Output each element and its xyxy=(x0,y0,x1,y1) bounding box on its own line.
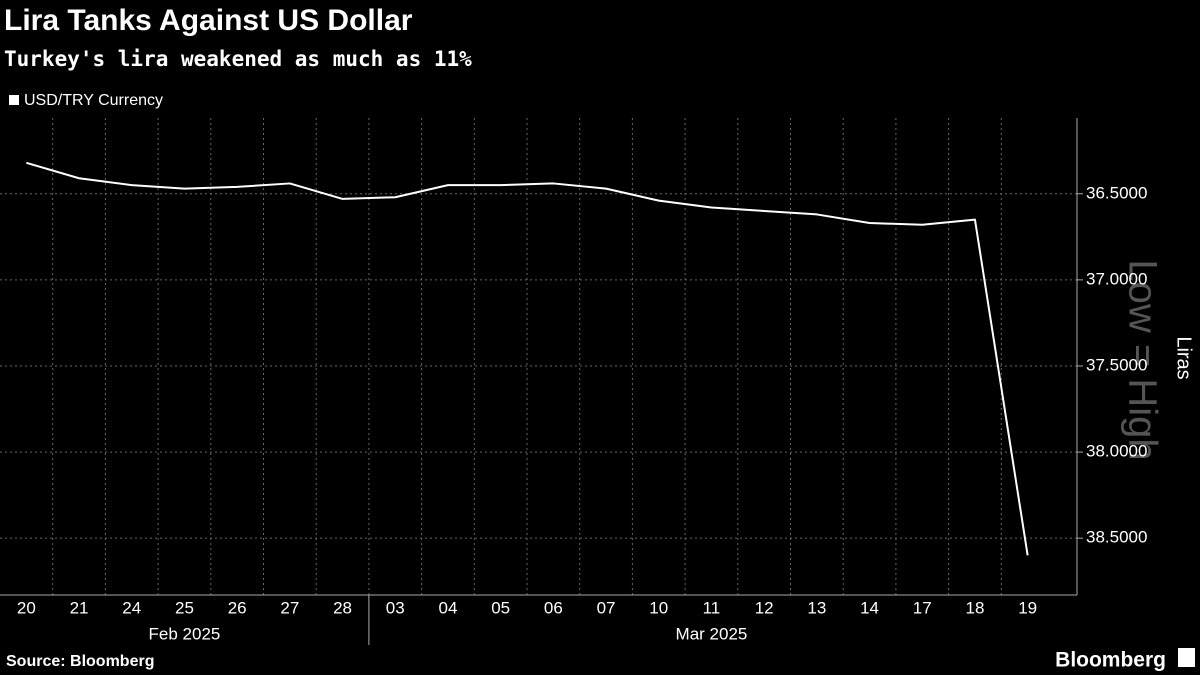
x-tick-label: 24 xyxy=(122,598,141,617)
x-group-label: Feb 2025 xyxy=(149,624,221,643)
y-tick-label: 37.5000 xyxy=(1086,355,1147,374)
chart-subtitle: Turkey's lira weakened as much as 11% xyxy=(4,47,472,71)
x-tick-label: 10 xyxy=(649,598,668,617)
annotation: Low = High xyxy=(1120,259,1164,460)
x-tick-label: 26 xyxy=(228,598,247,617)
y-tick-label: 38.0000 xyxy=(1086,442,1147,461)
brand-icon xyxy=(1178,648,1195,667)
brand: Bloomberg xyxy=(1055,649,1166,672)
x-tick-label: 20 xyxy=(17,598,36,617)
y-axis-label: Liras xyxy=(1173,336,1195,379)
chart-title: Lira Tanks Against US Dollar xyxy=(4,4,413,37)
x-tick-label: 19 xyxy=(1018,598,1037,617)
x-tick-label: 28 xyxy=(333,598,352,617)
x-tick-label: 25 xyxy=(175,598,194,617)
x-tick-label: 21 xyxy=(70,598,89,617)
x-tick-label: 12 xyxy=(755,598,774,617)
x-tick-label: 11 xyxy=(703,598,721,617)
x-tick-label: 05 xyxy=(491,598,510,617)
source: Source: Bloomberg xyxy=(6,653,154,670)
x-tick-label: 06 xyxy=(544,598,563,617)
x-tick-label: 03 xyxy=(386,598,405,617)
x-tick-label: 13 xyxy=(807,598,826,617)
series-line xyxy=(26,161,1029,556)
legend-swatch xyxy=(9,95,19,105)
x-tick-label: 17 xyxy=(913,598,932,617)
y-tick-label: 36.5000 xyxy=(1086,183,1147,202)
legend-label: USD/TRY Currency xyxy=(24,92,163,109)
y-tick-label: 37.0000 xyxy=(1086,269,1147,288)
x-tick-label: 27 xyxy=(280,598,299,617)
x-tick-label: 14 xyxy=(860,598,879,617)
x-group-label: Mar 2025 xyxy=(676,624,748,643)
x-tick-label: 04 xyxy=(438,598,457,617)
x-tick-label: 07 xyxy=(597,598,616,617)
y-tick-label: 38.5000 xyxy=(1086,528,1147,547)
x-tick-label: 18 xyxy=(965,598,984,617)
